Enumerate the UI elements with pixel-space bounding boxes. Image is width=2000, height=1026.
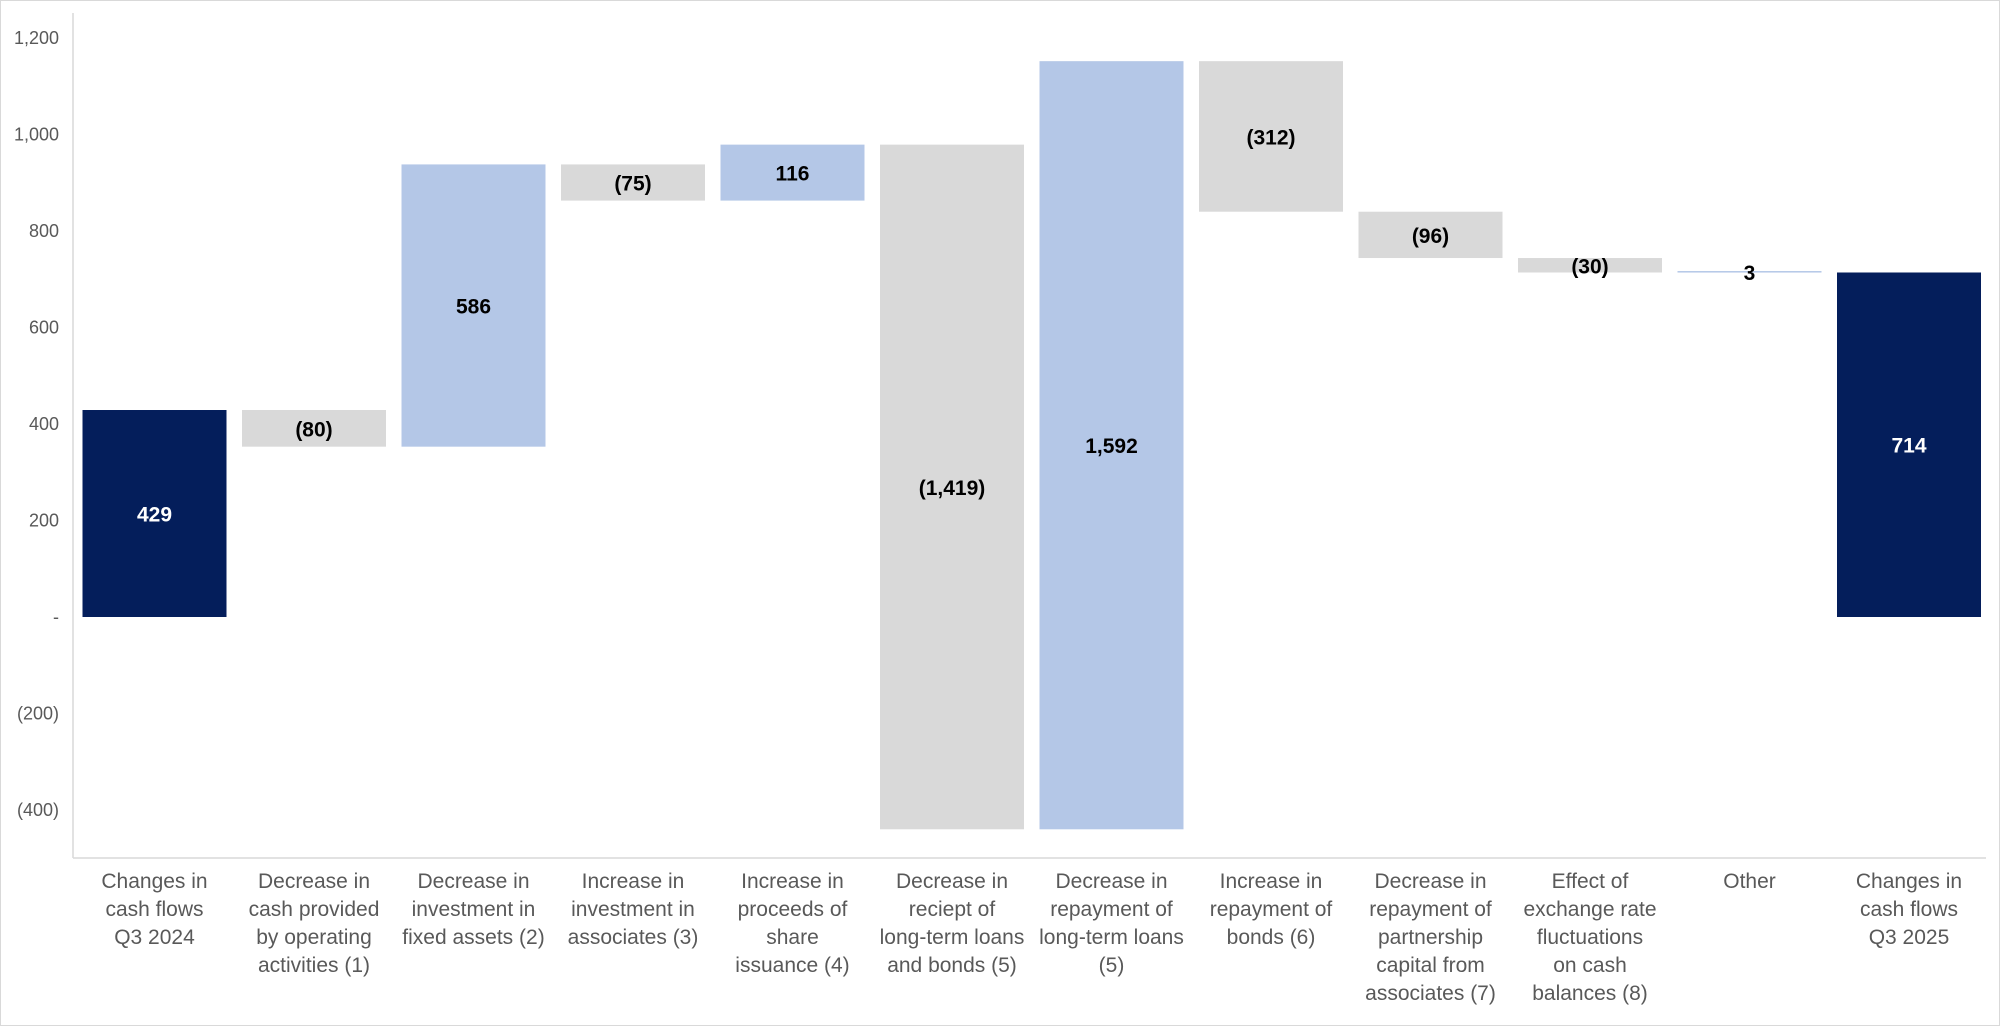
x-category-label-line: proceeds of <box>738 898 848 921</box>
x-category-label-line: balances (8) <box>1532 982 1648 1005</box>
x-category-label-line: bonds (6) <box>1227 926 1316 949</box>
x-category-label-line: on cash <box>1553 954 1627 977</box>
x-category-label: Decrease in investment in fixed assets (2) <box>402 870 544 949</box>
x-category-label-line: long-term loans <box>1039 926 1184 949</box>
y-tick-label: 1,000 <box>14 125 59 145</box>
y-tick-label: 800 <box>29 221 59 241</box>
bar-value-label: 116 <box>776 163 810 186</box>
x-category-label-line: by operating <box>256 926 372 949</box>
x-category-label: Decrease in repayment of long-term loans (5… <box>1039 870 1184 977</box>
x-category-label-line: Decrease in <box>896 870 1008 893</box>
waterfall-bar <box>1039 61 1184 830</box>
x-category-label-line: associates (7) <box>1365 982 1496 1005</box>
waterfall-bar <box>1199 61 1343 212</box>
category-labels: Changes in cash flows Q3 2024 Decrease in ca… <box>101 870 1962 1005</box>
waterfall-bar <box>1677 271 1822 273</box>
x-category-label-line: repayment of <box>1369 898 1492 921</box>
x-category-label-line: Changes in <box>1856 870 1962 893</box>
x-category-label: Changes in cash flows Q3 2025 <box>1856 870 1962 949</box>
waterfall-bar <box>720 144 865 201</box>
y-tick-label: 400 <box>29 414 59 434</box>
x-category-label-line: partnership <box>1378 926 1483 949</box>
x-category-label-line: long-term loans <box>880 926 1025 949</box>
data-labels: 429 (80) 586 (75) 116 (1,419) 1,592 (312) (96) (3… <box>137 126 1927 526</box>
y-tick-label: - <box>53 607 59 627</box>
bar-value-label: (80) <box>295 418 332 441</box>
x-category-label-line: fluctuations <box>1537 926 1643 949</box>
y-tick-label: 1,200 <box>14 28 59 48</box>
bar-value-label: (1,419) <box>919 477 986 500</box>
x-category-label-line: Other <box>1723 870 1776 893</box>
waterfall-bar <box>401 164 546 447</box>
x-category-label-line: cash flows <box>105 898 203 921</box>
y-tick-label: (200) <box>17 704 59 724</box>
x-category-label-line: repayment of <box>1050 898 1173 921</box>
x-category-label-line: Increase in <box>1220 870 1323 893</box>
x-category-label-line: activities (1) <box>258 954 370 977</box>
x-category-label-line: issuance (4) <box>735 954 849 977</box>
x-category-label-line: repayment of <box>1210 898 1333 921</box>
x-category-label-line: Changes in <box>101 870 207 893</box>
y-tick-label: (400) <box>17 800 59 820</box>
x-category-label-line: associates (3) <box>568 926 699 949</box>
x-category-label-line: Decrease in <box>1374 870 1486 893</box>
waterfall-bar <box>1358 211 1503 259</box>
waterfall-bar <box>561 164 705 201</box>
x-category-label-line: investment in <box>412 898 536 921</box>
x-category-label: Other <box>1723 870 1776 893</box>
x-category-label-line: Decrease in <box>1055 870 1167 893</box>
bar-value-label: (312) <box>1246 126 1295 149</box>
x-category-label-line: Effect of <box>1552 870 1629 893</box>
x-category-label-line: fixed assets (2) <box>402 926 544 949</box>
waterfall-bar <box>880 144 1024 830</box>
bar-value-label: (30) <box>1571 255 1608 278</box>
x-category-label-line: capital from <box>1376 954 1485 977</box>
x-category-label: Decrease in repayment of partnership capita… <box>1365 870 1496 1005</box>
x-category-label-line: investment in <box>571 898 695 921</box>
x-category-label: Effect of exchange rate fluctuations on cas… <box>1523 870 1656 1005</box>
x-category-label-line: cash flows <box>1860 898 1958 921</box>
axes: 1,200 1,000 800 600 400 200 - (200) (400) <box>14 13 1986 859</box>
x-category-label: Increase in repayment of bonds (6) <box>1210 870 1333 949</box>
x-category-label-line: exchange rate <box>1523 898 1656 921</box>
x-category-label: Increase in investment in associates (3) <box>568 870 699 949</box>
x-category-label-line: and bonds (5) <box>887 954 1017 977</box>
waterfall-bar <box>242 410 386 447</box>
x-category-label-line: Decrease in <box>417 870 529 893</box>
bar-value-label: 429 <box>137 504 172 527</box>
waterfall-bar <box>82 410 227 617</box>
x-category-label-line: reciept of <box>909 898 996 921</box>
bars <box>82 61 1981 830</box>
x-category-label-line: cash provided <box>249 898 380 921</box>
y-tick-label: 600 <box>29 318 59 338</box>
x-category-label-line: (5) <box>1099 954 1125 977</box>
bar-value-label: 1,592 <box>1085 435 1138 458</box>
x-category-label: Increase in proceeds of share issuance (4) <box>735 870 849 977</box>
x-category-label-line: Q3 2024 <box>114 926 195 949</box>
x-category-label: Changes in cash flows Q3 2024 <box>101 870 207 949</box>
bar-value-label: 586 <box>456 296 491 319</box>
waterfall-bar <box>1518 258 1662 273</box>
bar-value-label: (75) <box>614 173 651 196</box>
x-category-label-line: Q3 2025 <box>1869 926 1950 949</box>
x-category-label-line: share <box>766 926 819 949</box>
y-tick-label: 200 <box>29 511 59 531</box>
x-category-label: Decrease in reciept of long-term loans and … <box>880 870 1025 977</box>
bar-value-label: (96) <box>1412 225 1449 248</box>
x-category-label-line: Increase in <box>582 870 685 893</box>
bar-value-label: 3 <box>1744 262 1756 285</box>
x-category-label-line: Increase in <box>741 870 844 893</box>
x-category-label: Decrease in cash provided by operating acti… <box>249 870 380 977</box>
bar-value-label: 714 <box>1891 435 1926 458</box>
waterfall-bar <box>1837 272 1981 617</box>
x-category-label-line: Decrease in <box>258 870 370 893</box>
